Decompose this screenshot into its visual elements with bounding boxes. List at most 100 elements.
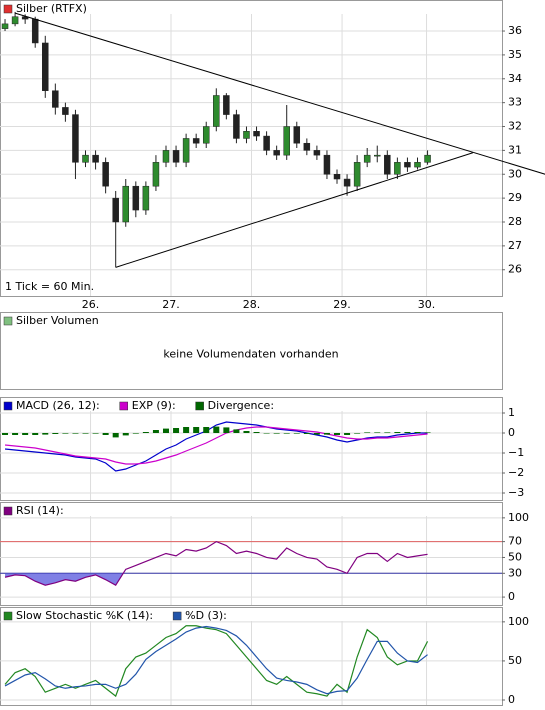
y-tick-label: 50 [508,550,522,563]
bar [364,432,371,433]
bar [173,428,180,433]
candle-body [243,131,250,139]
candle-body [142,185,150,211]
bar [344,433,351,435]
candle-body [62,107,69,115]
candle-body [132,185,140,211]
bar [82,433,89,434]
series-line [4,625,428,695]
bar [142,432,149,433]
y-tick-label: 50 [508,654,522,667]
candle-body [293,126,301,144]
legend-swatch [3,4,13,14]
legend-swatch [3,611,13,621]
candle-body [343,178,351,187]
bar [223,427,230,433]
candle-body [192,138,200,144]
y-tick-label: 30 [508,566,522,579]
candle-body [202,126,210,144]
y-tick-label: 0 [508,590,515,603]
candle-body [323,154,331,175]
candle-body [21,16,29,20]
y-tick-label: 29 [508,191,522,204]
candle-body [313,150,321,156]
candle-body [1,23,9,29]
bar [384,432,391,433]
y-tick-label: 70 [508,535,522,548]
panel [0,312,503,390]
candle-body [92,154,99,163]
legend-label: Slow Stochastic %K (14): [16,609,153,622]
bar [243,431,250,433]
x-tick-label: 29. [333,298,351,311]
bar [32,433,39,435]
series-line [4,426,428,465]
bar [404,432,411,433]
bar [374,432,381,433]
candle-body [363,154,371,163]
candle-body [414,162,421,168]
bar [273,433,280,434]
bar [12,433,19,435]
legend-swatch [3,506,13,516]
x-tick-label: 26. [82,298,100,311]
trend-line [115,152,473,268]
candle-body [213,95,220,127]
bar [193,427,200,433]
x-tick-label: 27. [162,298,180,311]
bar [323,433,330,435]
bar [42,433,49,435]
series-line [4,625,429,698]
candle-body [374,154,381,157]
legend-swatch [195,401,204,411]
candle-body [172,150,180,163]
y-tick-label: 0 [508,426,515,439]
y-tick-label: 36 [508,24,522,37]
bar [2,433,9,435]
y-tick-label: 27 [508,239,522,252]
bar [52,433,59,434]
bar [283,433,290,434]
bar [183,427,190,433]
bar [72,433,79,434]
legend-label: %D (3): [185,609,227,622]
annotation: 1 Tick = 60 Min. [5,280,94,293]
candle-body [263,135,270,151]
bar [253,432,260,433]
bar [414,432,421,433]
legend-swatch [3,401,13,411]
legend-label: Silber (RTFX) [16,2,87,15]
bar [112,433,119,438]
candle-body [223,95,230,115]
legend-label: Divergence: [208,399,274,412]
y-tick-label: 33 [508,96,522,109]
y-tick-label: 35 [508,48,522,61]
bar [293,433,300,434]
bar [354,433,361,434]
bar [203,427,210,433]
candle-body [72,114,79,163]
y-tick-label: 32 [508,120,522,133]
trend-line [14,12,545,175]
y-tick-label: 30 [508,167,522,180]
x-tick-label: 30. [418,298,436,311]
bar [334,433,341,435]
legend-swatch [3,316,13,326]
y-tick-label: −2 [508,466,524,479]
bar [303,433,310,434]
legend-label: Silber Volumen [16,314,99,327]
x-tick-label: 28. [243,298,261,311]
y-tick-label: −3 [508,486,524,499]
y-tick-label: 26 [508,263,522,276]
bar [394,432,401,433]
bar [162,428,169,433]
legend-label: MACD (26, 12): [16,399,100,412]
candle-body [42,42,49,91]
candle-body [82,154,89,163]
candle-body [384,154,391,175]
candle-body [424,154,431,163]
bar [102,433,109,435]
candle-body [11,16,19,25]
y-tick-label: 34 [508,72,522,85]
